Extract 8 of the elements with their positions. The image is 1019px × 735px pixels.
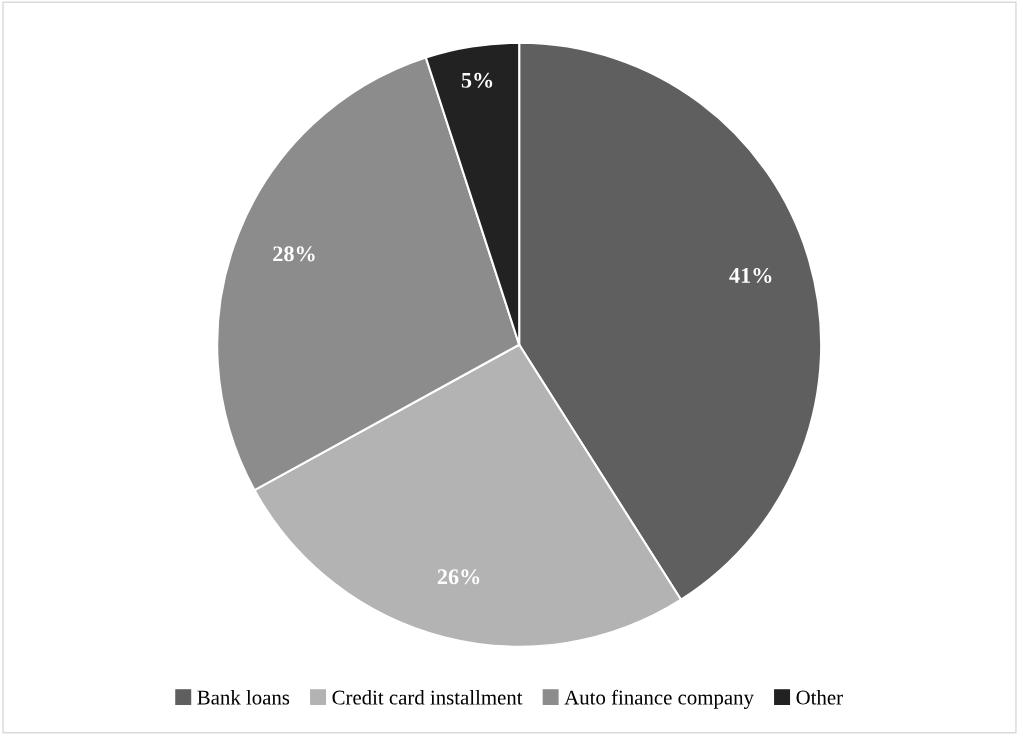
legend-label: Credit card installment: [332, 689, 523, 705]
data-label: 5%: [461, 72, 493, 88]
data-label: 28%: [273, 246, 315, 262]
legend-label: Bank loans: [197, 689, 290, 705]
legend-label: Auto finance company: [564, 689, 754, 709]
data-label: 41%: [729, 267, 772, 283]
data-label: 26%: [437, 569, 480, 585]
legend-label: Other: [796, 689, 843, 705]
